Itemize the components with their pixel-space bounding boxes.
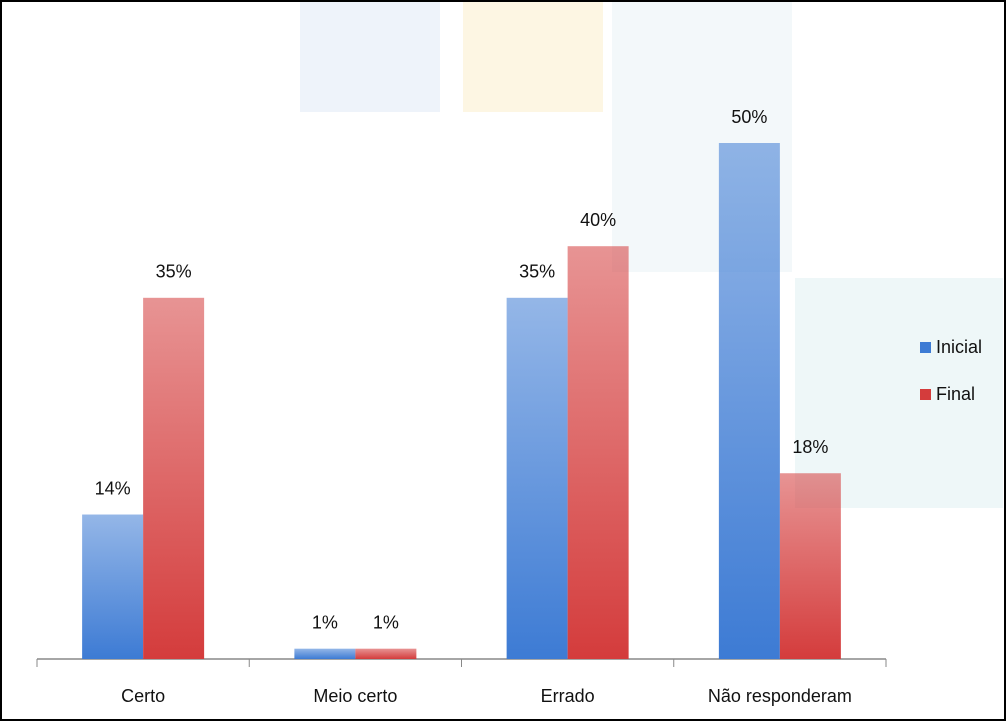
bar <box>355 648 417 659</box>
x-tick-label: Errado <box>541 686 595 706</box>
x-tick-label: Não responderam <box>708 686 852 706</box>
value-label: 14% <box>95 478 131 498</box>
value-label: 50% <box>731 107 767 127</box>
legend-swatch <box>920 389 931 400</box>
bar <box>718 143 780 659</box>
bar <box>506 297 568 659</box>
value-label: 35% <box>519 262 555 282</box>
legend-label: Inicial <box>936 337 982 357</box>
legend-label: Final <box>936 384 975 404</box>
value-label: 1% <box>312 612 338 632</box>
value-label: 40% <box>580 210 616 230</box>
bar <box>294 648 356 659</box>
bar <box>143 297 205 659</box>
legend-swatch <box>920 342 931 353</box>
value-label: 18% <box>792 437 828 457</box>
x-tick-label: Meio certo <box>313 686 397 706</box>
bar <box>82 514 144 659</box>
value-label: 35% <box>156 262 192 282</box>
bar <box>567 246 629 659</box>
background-tile <box>463 2 603 112</box>
value-label: 1% <box>373 612 399 632</box>
x-tick-label: Certo <box>121 686 165 706</box>
background-tile <box>795 278 1003 508</box>
bar <box>779 473 841 659</box>
background-tile <box>300 2 440 112</box>
